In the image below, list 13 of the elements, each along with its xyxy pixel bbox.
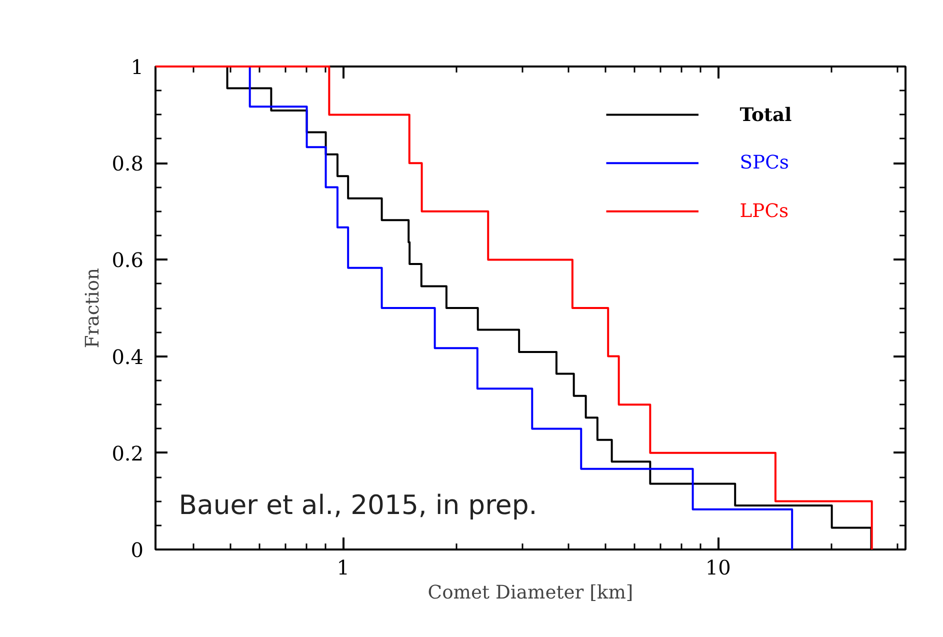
y-tick-label: 0.6 xyxy=(112,248,144,272)
y-tick-label: 0.2 xyxy=(112,441,144,466)
y-tick-label: 0 xyxy=(130,538,144,562)
annotation: Bauer et al., 2015, in prep. xyxy=(178,490,538,522)
legend-label: SPCs xyxy=(740,152,789,174)
y-axis-title: Fraction xyxy=(82,268,104,348)
y-tick-label: 1 xyxy=(130,55,144,79)
y-tick-label: 0.4 xyxy=(112,344,144,369)
x-axis-title: Comet Diameter [km] xyxy=(428,582,634,604)
legend-label: LPCs xyxy=(740,200,789,222)
y-tick-label: 0.8 xyxy=(112,152,144,176)
x-tick-label: 10 xyxy=(705,556,731,580)
legend-label: Total xyxy=(740,104,792,126)
